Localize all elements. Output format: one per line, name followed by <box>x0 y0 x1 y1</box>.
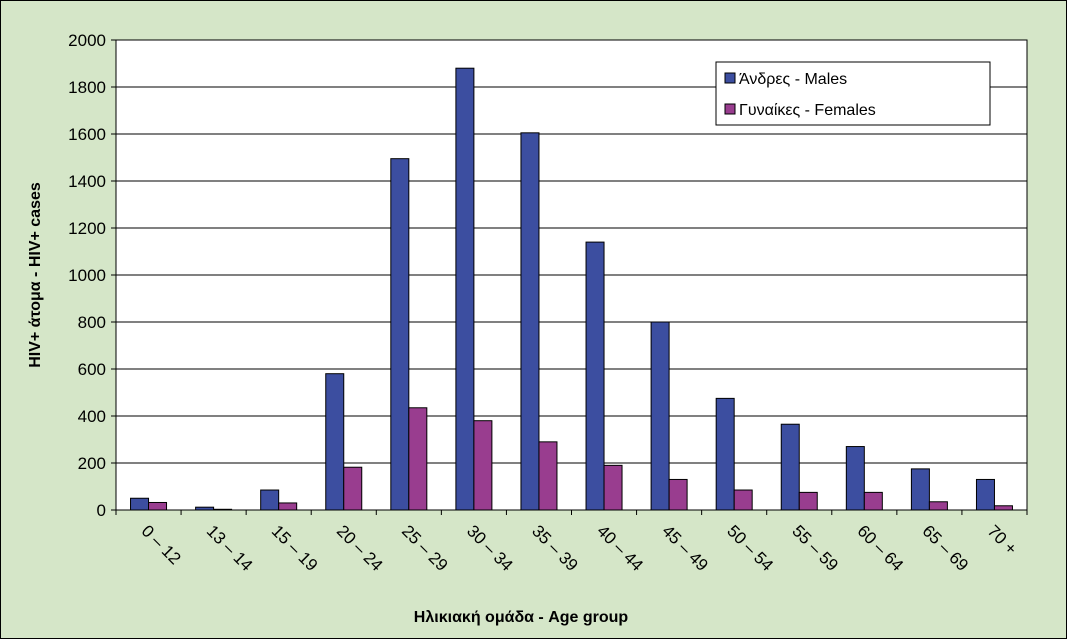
y-tick-label: 400 <box>78 407 106 426</box>
y-axis-title: HIV+ άτομα - HIV+ cases <box>27 182 44 368</box>
bar-males <box>910 468 930 511</box>
legend-swatch-females <box>724 103 736 115</box>
y-tick-label: 800 <box>78 313 106 332</box>
bar-females <box>733 489 753 511</box>
x-tick-label: 15 – 19 <box>268 521 322 575</box>
bar-females <box>798 491 818 511</box>
bar-males <box>650 321 670 511</box>
x-axis: 0 – 12 13 – 14 15 – 19 20 – 24 25 – 29 30 – 3… <box>115 509 1028 575</box>
bar-males <box>325 373 345 511</box>
y-tick-label: 1800 <box>68 78 106 97</box>
x-tick-label: 35 – 39 <box>528 521 582 575</box>
y-tick-label: 200 <box>78 454 106 473</box>
y-tick-label: 1400 <box>68 172 106 191</box>
x-tick-label: 40 – 44 <box>593 521 647 575</box>
bar-males <box>130 497 150 511</box>
y-tick-label: 1200 <box>68 219 106 238</box>
x-tick-label: 25 – 29 <box>398 521 452 575</box>
x-tick-label: 60 – 64 <box>853 521 907 575</box>
x-tick-label: 45 – 49 <box>658 521 712 575</box>
bar-females <box>278 502 298 511</box>
bar-males <box>390 158 410 511</box>
bar-females <box>408 407 428 511</box>
bar-males <box>260 489 280 511</box>
y-tick-label: 600 <box>78 360 106 379</box>
y-tick-label: 2000 <box>68 31 106 50</box>
legend-label-males: Άνδρες - Males <box>739 71 847 88</box>
bar-males <box>715 397 735 511</box>
bar-males <box>520 132 540 511</box>
x-tick-label: 65 – 69 <box>919 521 973 575</box>
x-tick-label: 50 – 54 <box>723 521 777 575</box>
y-tick-label: 1600 <box>68 125 106 144</box>
bar-females <box>668 478 688 511</box>
bar-females <box>603 464 623 511</box>
x-tick-label: 70 + <box>984 521 1021 558</box>
y-axis: 0 200 400 600 800 1000 1200 1400 1600 1800 2000 <box>68 31 117 520</box>
bar-females <box>148 501 168 511</box>
x-axis-title: Ηλικιακή ομάδα - Age group <box>414 609 629 626</box>
bar-females <box>538 441 558 511</box>
bar-males <box>585 241 605 511</box>
x-tick-label: 20 – 24 <box>333 521 387 575</box>
legend-swatch-males <box>724 72 736 84</box>
bar-females <box>993 505 1013 511</box>
bar-females <box>863 491 883 511</box>
bar-females <box>343 466 363 511</box>
y-tick-label: 0 <box>97 501 106 520</box>
x-tick-label: 13 – 14 <box>203 521 257 575</box>
bar-females <box>928 501 948 511</box>
bar-males <box>780 423 800 511</box>
x-tick-label: 55 – 59 <box>788 521 842 575</box>
bar-males <box>845 446 865 511</box>
bar-males <box>455 67 475 511</box>
legend-label-females: Γυναίκες - Females <box>739 102 876 119</box>
legend-box <box>715 61 991 126</box>
y-tick-label: 1000 <box>68 266 106 285</box>
legend: Άνδρες - Males Γυναίκες - Females <box>715 61 991 126</box>
x-tick-label: 30 – 34 <box>463 521 517 575</box>
bar-females <box>473 420 493 511</box>
bar-males <box>975 478 995 511</box>
x-tick-label: 0 – 12 <box>138 521 185 568</box>
